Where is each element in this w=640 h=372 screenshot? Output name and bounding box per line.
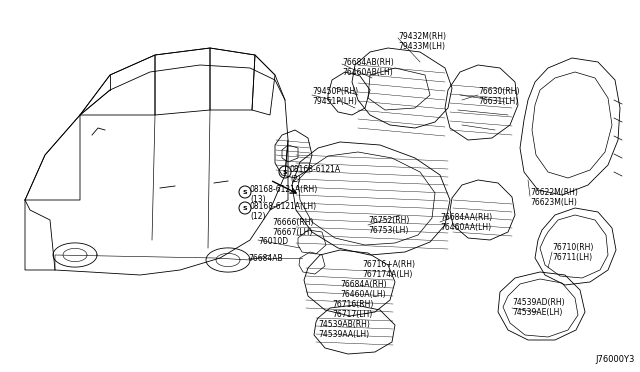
Text: 76710(RH)
76711(LH): 76710(RH) 76711(LH): [552, 243, 593, 262]
Text: 08168-6121A(LH)
(12): 08168-6121A(LH) (12): [250, 202, 317, 221]
Text: S: S: [243, 205, 247, 211]
Text: 76684A(RH)
76460A(LH): 76684A(RH) 76460A(LH): [340, 280, 387, 299]
Text: 76684AB(RH)
76460AB(LH): 76684AB(RH) 76460AB(LH): [342, 58, 394, 77]
Text: S: S: [243, 189, 247, 195]
Text: 08168-6121A
(2): 08168-6121A (2): [290, 165, 341, 185]
Text: 79450P(RH)
79451P(LH): 79450P(RH) 79451P(LH): [312, 87, 358, 106]
Text: 76630(RH)
76631(LH): 76630(RH) 76631(LH): [478, 87, 520, 106]
Text: 76716(RH)
76717(LH): 76716(RH) 76717(LH): [332, 300, 373, 320]
Text: 76752(RH)
76753(LH): 76752(RH) 76753(LH): [368, 216, 410, 235]
Text: 76684AB: 76684AB: [248, 254, 283, 263]
Text: 76684AA(RH)
76460AA(LH): 76684AA(RH) 76460AA(LH): [440, 213, 492, 232]
Text: 79432M(RH)
79433M(LH): 79432M(RH) 79433M(LH): [398, 32, 446, 51]
Text: 76622M(RH)
76623M(LH): 76622M(RH) 76623M(LH): [530, 188, 578, 208]
Text: 76666(RH)
76667(LH): 76666(RH) 76667(LH): [272, 218, 314, 237]
Text: S: S: [283, 170, 287, 174]
Text: 08168-6121A(RH)
(13): 08168-6121A(RH) (13): [250, 185, 318, 204]
Text: 74539AD(RH)
74539AE(LH): 74539AD(RH) 74539AE(LH): [512, 298, 564, 317]
Text: J76000Y3: J76000Y3: [596, 355, 635, 364]
Text: 74539AB(RH)
74539AA(LH): 74539AB(RH) 74539AA(LH): [318, 320, 370, 339]
Text: 76716+A(RH)
767174A(LH): 76716+A(RH) 767174A(LH): [362, 260, 415, 279]
Text: 76010D: 76010D: [258, 237, 288, 246]
